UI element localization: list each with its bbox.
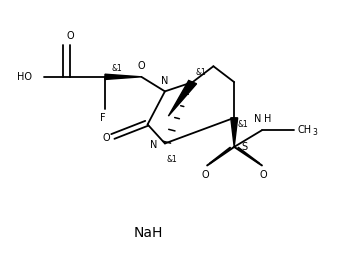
Polygon shape <box>105 74 142 79</box>
Polygon shape <box>231 118 238 147</box>
Polygon shape <box>168 80 196 116</box>
Text: NaH: NaH <box>134 226 163 240</box>
Text: H: H <box>264 114 271 124</box>
Text: O: O <box>138 61 145 71</box>
Text: &1: &1 <box>112 64 122 73</box>
Text: O: O <box>202 170 209 180</box>
Text: S: S <box>241 142 247 152</box>
Text: &1: &1 <box>238 120 249 129</box>
Text: 3: 3 <box>313 128 318 137</box>
Text: N: N <box>161 76 169 86</box>
Text: &1: &1 <box>166 155 177 164</box>
Text: &1: &1 <box>195 68 206 77</box>
Text: N: N <box>254 114 261 124</box>
Text: O: O <box>260 170 268 180</box>
Text: O: O <box>102 133 110 143</box>
Text: N: N <box>150 140 157 150</box>
Text: CH: CH <box>298 125 312 135</box>
Text: F: F <box>100 113 106 123</box>
Text: HO: HO <box>17 72 32 82</box>
Text: O: O <box>67 31 74 41</box>
